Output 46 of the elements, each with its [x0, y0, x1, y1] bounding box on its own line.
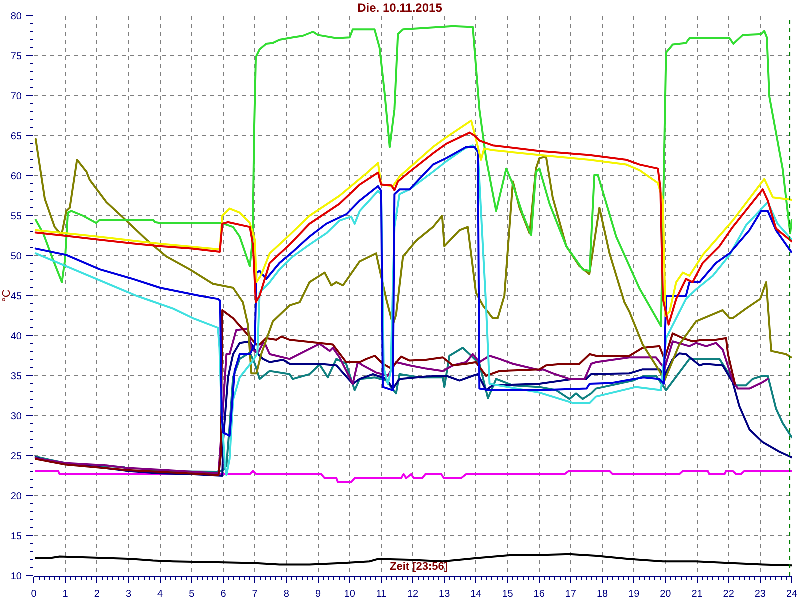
x-tick-label: 3 [126, 589, 132, 600]
line-series [34, 138, 792, 382]
y-tick-label: 25 [10, 452, 22, 462]
x-tick-label: 24 [786, 589, 798, 600]
x-tick-label: 21 [692, 589, 704, 600]
x-tick-label: 9 [315, 589, 322, 600]
x-tick-label: 5 [189, 589, 196, 600]
x-tick-label: 8 [284, 589, 290, 600]
x-axis-title: Zeit [23:56] [390, 561, 448, 573]
line-series [34, 470, 792, 484]
line-series [34, 25, 792, 328]
y-tick-label: 55 [10, 212, 22, 222]
x-tick-label: 20 [660, 589, 672, 600]
x-tick-label: 14 [470, 589, 482, 600]
y-tick-label: 50 [10, 252, 22, 262]
x-tick-label: 2 [94, 589, 100, 600]
y-tick-label: 40 [10, 332, 22, 342]
y-tick-label: 10 [10, 572, 22, 582]
y-tick-label: 65 [10, 132, 22, 142]
x-tick-label: 7 [252, 589, 258, 600]
x-tick-label: 15 [502, 589, 514, 600]
y-tick-label: 35 [10, 372, 22, 382]
x-tick-label: 11 [376, 589, 388, 600]
y-tick-label: 20 [10, 492, 22, 502]
x-tick-label: 18 [596, 589, 608, 600]
y-tick-label: 80 [10, 12, 22, 22]
x-tick-label: 10 [344, 589, 356, 600]
y-tick-label: 75 [10, 52, 22, 62]
x-tick-label: 0 [31, 589, 38, 600]
y-tick-label: 60 [10, 172, 22, 182]
line-series [34, 309, 736, 476]
y-tick-label: 30 [10, 412, 22, 422]
y-tick-label: 15 [10, 532, 22, 542]
chart-title: Die. 10.11.2015 [358, 1, 443, 16]
x-tick-label: 19 [628, 589, 640, 600]
y-tick-label: 70 [10, 92, 22, 102]
x-tick-label: 1 [62, 589, 69, 600]
x-tick-label: 17 [565, 589, 577, 600]
y-tick-label: 45 [10, 292, 22, 302]
x-tick-label: 23 [754, 589, 766, 600]
x-tick-label: 22 [723, 589, 735, 600]
x-tick-label: 12 [407, 589, 419, 600]
x-tick-label: 16 [534, 589, 546, 600]
x-tick-label: 13 [439, 589, 451, 600]
x-tick-label: 6 [220, 589, 227, 600]
x-tick-label: 4 [158, 589, 164, 600]
